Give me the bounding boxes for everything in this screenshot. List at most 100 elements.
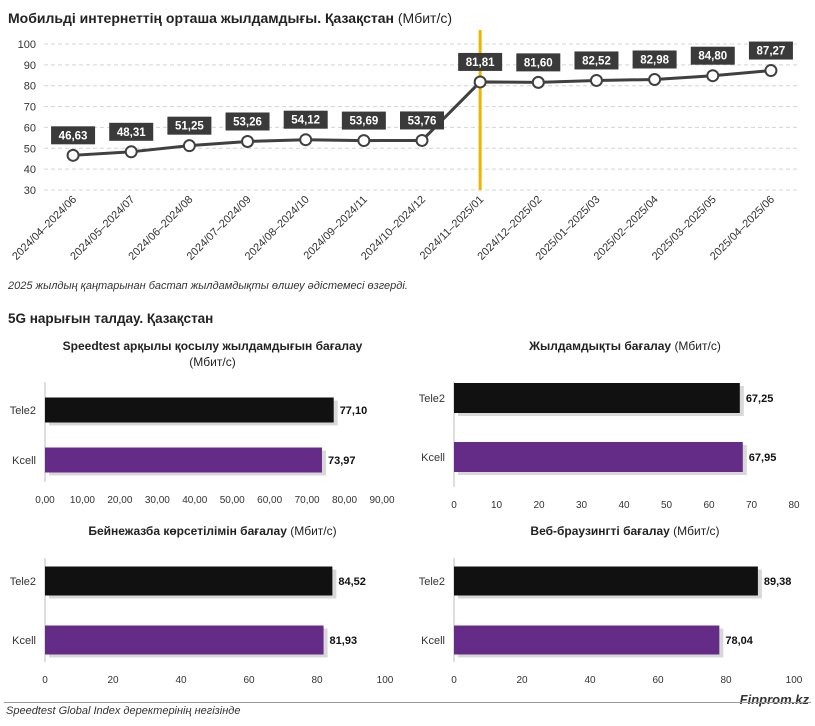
data-label: 82,52	[582, 55, 611, 67]
x-tick-label: 0,00	[35, 495, 55, 506]
bar-chart-video: 0 20 40 60 80 100 Tele2 84,52 Kcell 81,93	[10, 558, 394, 686]
x-tick-label: 50	[661, 500, 673, 510]
source-note: Speedtest Global Index деректерінің негі…	[6, 705, 241, 717]
x-tick-label: 10	[491, 500, 503, 510]
data-label-box	[632, 50, 677, 69]
data-label: 54,12	[291, 115, 320, 127]
bar-tele2	[454, 383, 740, 413]
x-tick-label: 20	[107, 675, 119, 686]
y-tick-label: 70	[24, 102, 36, 114]
bar-value-label: 84,52	[338, 576, 366, 588]
data-label-box	[225, 112, 270, 131]
y-tick-label: 60	[24, 122, 36, 134]
bar-chart-1-title: Speedtest арқылы қосылу жылдамдығын баға…	[40, 338, 385, 370]
data-label: 84,80	[698, 51, 727, 63]
footer-divider	[4, 702, 811, 703]
x-tick-label: 80,00	[332, 495, 357, 506]
page-title-text: Мобильді интернеттің орташа жылдамдығы. …	[8, 10, 394, 26]
data-label-box	[690, 46, 735, 65]
x-tick-label: 10,00	[70, 495, 95, 506]
bar-value-label: 67,95	[749, 452, 777, 464]
data-label-box	[400, 111, 444, 130]
bar-chart-1-title-text: Speedtest арқылы қосылу жылдамдығын баға…	[62, 339, 363, 353]
methodology-note: 2025 жылдың қаңтарынан бастап жылдамдықт…	[8, 280, 408, 292]
data-point	[648, 72, 662, 86]
x-tick-label: 80	[720, 675, 732, 686]
x-tick-label: 100	[786, 675, 803, 686]
data-label: 53,26	[233, 116, 262, 128]
category-label: Tele2	[419, 393, 445, 405]
bar-tele2	[45, 397, 334, 423]
data-point	[182, 139, 196, 153]
x-tick-label: 20	[516, 675, 528, 686]
data-point	[764, 64, 778, 78]
data-point	[415, 133, 429, 147]
data-label-box	[51, 126, 96, 145]
brand-logo: Finprom.kz	[739, 692, 809, 707]
x-tick-label: 90,00	[369, 495, 394, 506]
x-tick-label: 30,00	[145, 495, 170, 506]
bar-chart-speed: 0 10 20 30 40 50 60 70 80 Tele2 67,25 Kcell 67,95	[419, 382, 800, 510]
x-tick-label: 70	[746, 500, 758, 510]
x-tick-label: 0	[451, 675, 457, 686]
data-point	[241, 134, 255, 148]
x-tick-label: 2024/09–2024/11	[301, 194, 369, 262]
bar-value-label: 81,93	[330, 635, 358, 647]
bar-chart-1-title-unit: (Мбит/с)	[189, 355, 236, 369]
bar-tele2	[454, 566, 758, 596]
x-tick-label: 50,00	[220, 495, 245, 506]
data-label: 53,69	[349, 116, 378, 128]
x-tick-label: 40	[584, 675, 596, 686]
bar-tele2	[45, 566, 333, 596]
data-point	[124, 145, 138, 159]
bar-value-label: 77,10	[340, 405, 368, 417]
data-label-box	[341, 111, 386, 130]
data-label: 46,63	[59, 130, 88, 142]
x-tick-label: 70,00	[295, 495, 320, 506]
bar-kcell	[45, 625, 324, 655]
bar-chart-3-title-text: Бейнежазба көрсетілімін бағалау	[88, 524, 287, 538]
line-chart: 30 40 50 60 70 80 90 100 46,63 48,31 51,25 53,26 54,…	[10, 30, 800, 263]
bar-chart-2-title: Жылдамдықты бағалау (Мбит/с)	[440, 338, 810, 354]
data-point	[706, 69, 720, 83]
bar-value-label: 89,38	[764, 576, 792, 588]
data-point	[299, 133, 313, 147]
data-label: 87,27	[757, 46, 786, 58]
data-label-box	[167, 116, 212, 135]
x-tick-label: 20	[533, 500, 545, 510]
x-tick-label: 60	[703, 500, 715, 510]
section-title: 5G нарығын талдау. Қазақстан	[8, 311, 214, 326]
category-label: Kcell	[421, 635, 445, 647]
x-tick-label: 40,00	[182, 495, 207, 506]
data-label-box	[516, 53, 561, 72]
data-point	[531, 75, 545, 89]
bar-chart-web-browsing: 0 20 40 60 80 100 Tele2 89,38 Kcell 78,04	[419, 558, 803, 686]
x-tick-label: 0	[42, 675, 48, 686]
page-title-unit: (Мбит/с)	[397, 10, 453, 26]
data-label: 82,98	[640, 54, 669, 66]
y-tick-label: 100	[18, 39, 36, 51]
data-point	[589, 73, 603, 87]
category-label: Tele2	[419, 576, 445, 588]
bar-kcell	[45, 447, 322, 473]
data-label-box	[109, 122, 154, 141]
category-label: Kcell	[12, 455, 36, 467]
x-tick-label: 60,00	[257, 495, 282, 506]
data-label: 51,25	[175, 121, 204, 133]
bar-kcell	[454, 625, 720, 655]
bar-chart-3-title-unit: (Мбит/с)	[290, 524, 337, 538]
bar-value-label: 73,97	[328, 455, 356, 467]
bar-kcell	[454, 442, 743, 472]
category-label: Tele2	[10, 576, 36, 588]
x-tick-label: 2024/11–2025/01	[418, 194, 486, 262]
page-title: Мобильді интернеттің орташа жылдамдығы. …	[8, 10, 452, 26]
y-tick-label: 30	[24, 185, 36, 197]
bar-chart-4-title-text: Веб-браузингті бағалау	[530, 524, 670, 538]
x-tick-label: 80	[788, 500, 800, 510]
y-tick-label: 50	[24, 143, 36, 155]
category-label: Kcell	[421, 452, 445, 464]
y-tick-label: 80	[24, 81, 36, 93]
data-point	[66, 148, 80, 162]
x-tick-label: 2025/04–2025/06	[708, 194, 777, 263]
data-label: 48,31	[117, 127, 146, 139]
